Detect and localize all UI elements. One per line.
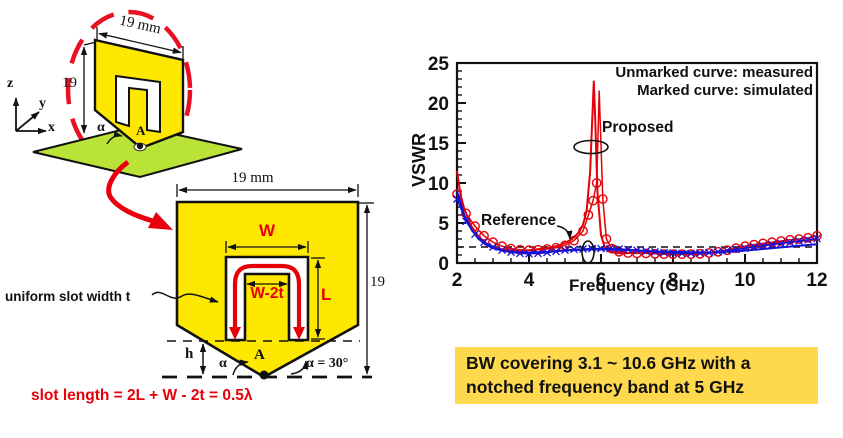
patch-2d: [175, 200, 360, 379]
axis-y-label: y: [39, 96, 46, 111]
chart-legend: Unmarked curve: measured Marked curve: s…: [615, 64, 813, 100]
alpha-arc-3d: [106, 131, 123, 145]
reference-loop: [581, 240, 595, 264]
highlight-dashed-circle: [65, 9, 193, 171]
svg-text:8: 8: [668, 270, 679, 291]
coordinate-axes: [12, 97, 47, 135]
slot-width-label: W: [258, 221, 276, 240]
svg-text:12: 12: [806, 270, 827, 291]
slot-arrow-right: [293, 327, 305, 340]
feed-point-label-3d: A: [136, 123, 146, 138]
x-axis-title: Frequency (GHz): [568, 276, 706, 295]
bandwidth-callout: BW covering 3.1 ~ 10.6 GHz with a notche…: [455, 347, 818, 404]
zoom-arrow-head: [148, 212, 173, 230]
dimension-height-3d: 19: [62, 75, 77, 91]
y-axis-title: VSWR: [409, 133, 429, 187]
legend-simulated: Marked curve: simulated: [637, 82, 813, 99]
slot-note-label: uniform slot width t: [5, 289, 131, 304]
slot-arrow-left: [229, 327, 241, 340]
svg-text:10: 10: [428, 174, 449, 195]
alpha-label-3d: α: [97, 120, 105, 135]
callout-line2: notched frequency band at 5 GHz: [466, 376, 745, 397]
alpha-value-label: α = 30°: [306, 356, 349, 371]
legend-measured: Unmarked curve: measured: [615, 64, 813, 81]
zoom-arrow: [106, 159, 154, 224]
reference-annotation: Reference: [481, 212, 556, 229]
svg-text:5: 5: [438, 214, 449, 235]
svg-text:0: 0: [438, 254, 449, 275]
reference-arrow: [556, 225, 573, 240]
proposed-annotation: Proposed: [602, 119, 674, 136]
dimension-lines-3d: [80, 27, 184, 134]
vswr-chart-plot: 2 4 6 8 10 12 0 5 10 15 20 25: [428, 54, 828, 291]
slot-3d: [115, 74, 161, 134]
ground-plane: [32, 124, 243, 179]
svg-text:10: 10: [734, 270, 755, 291]
svg-text:4: 4: [524, 270, 535, 291]
svg-text:15: 15: [428, 134, 450, 155]
height-h-label: h: [185, 346, 194, 362]
slot-arm-length-label: L: [321, 285, 332, 304]
alpha-left-label: α: [219, 356, 227, 371]
dimension-lines-2d: [176, 184, 374, 375]
axis-x-label: x: [48, 120, 55, 135]
alpha-arc-right: [290, 360, 309, 375]
slot-current-path: [232, 263, 302, 330]
slot-inner-width-label: W-2t: [250, 285, 284, 302]
proposed-loop: [573, 139, 609, 155]
callout-line1: BW covering 3.1 ~ 10.6 GHz with a: [466, 353, 751, 373]
axis-z-label: z: [7, 76, 14, 91]
slot-length-formula: slot length = 2L + W - 2t = 0.5λ: [31, 387, 253, 404]
feed-point-label-2d: A: [254, 347, 265, 363]
svg-text:25: 25: [428, 54, 450, 75]
svg-text:6: 6: [596, 270, 607, 291]
feed-point-dot-2d: [259, 370, 269, 380]
svg-text:2: 2: [452, 270, 463, 291]
alpha-arc-left: [232, 359, 249, 376]
dimension-height-2d: 19: [370, 274, 385, 290]
dimension-width-2d: 19 mm: [231, 170, 274, 186]
slot-note-squiggle-arrow: [151, 291, 219, 303]
svg-text:20: 20: [428, 94, 449, 115]
feed-point-dot-3d: [136, 142, 144, 150]
